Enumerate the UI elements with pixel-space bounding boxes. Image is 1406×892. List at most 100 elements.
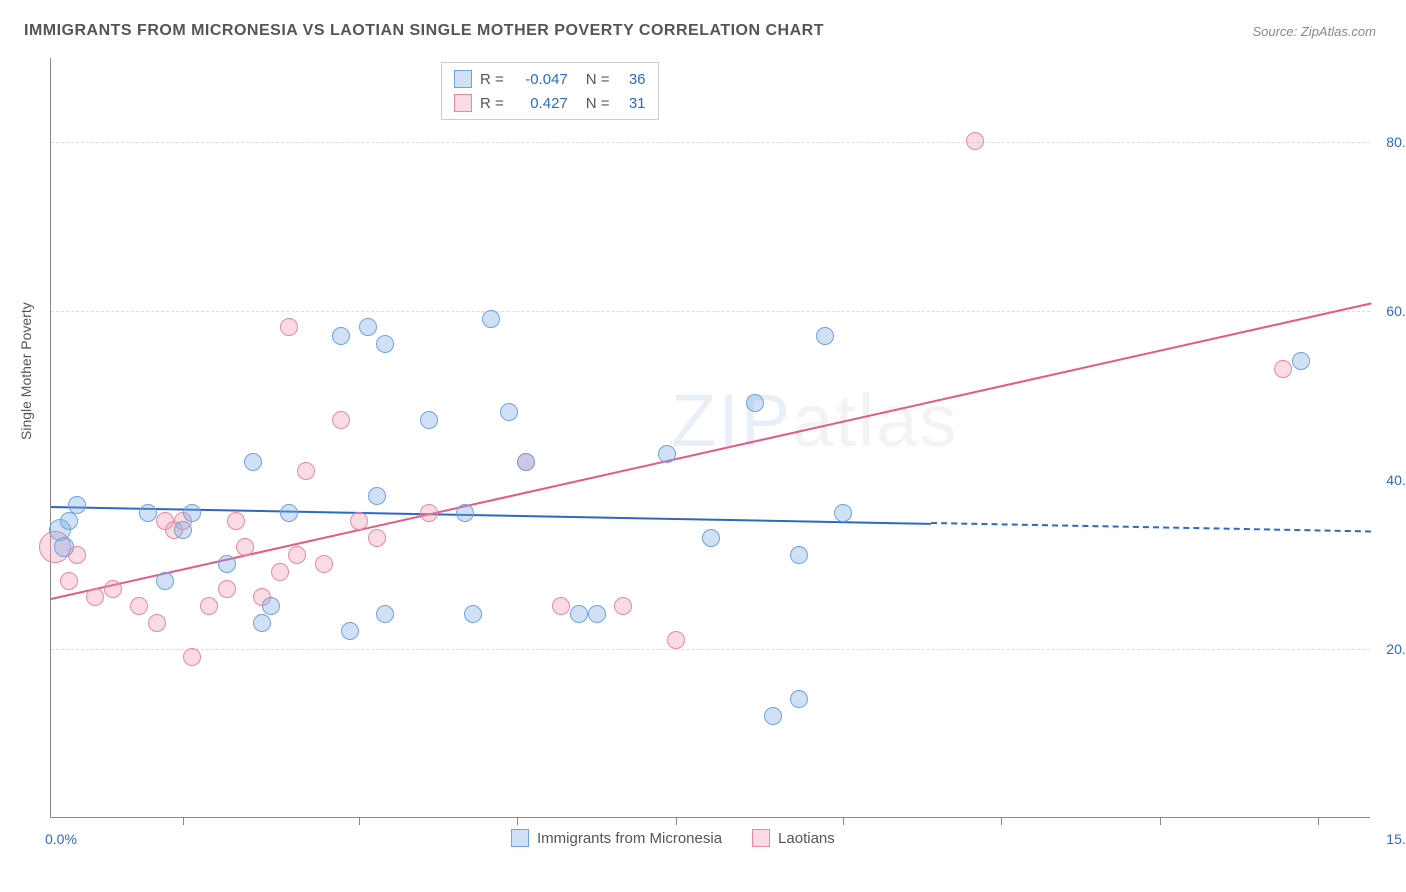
legend-r-label: R = bbox=[480, 71, 504, 88]
point-micronesia bbox=[332, 327, 350, 345]
point-micronesia bbox=[244, 453, 262, 471]
legend-swatch bbox=[454, 70, 472, 88]
point-laotians bbox=[288, 546, 306, 564]
legend-swatch bbox=[454, 94, 472, 112]
point-micronesia bbox=[658, 445, 676, 463]
point-laotians bbox=[218, 580, 236, 598]
chart-title: IMMIGRANTS FROM MICRONESIA VS LAOTIAN SI… bbox=[24, 22, 824, 40]
point-micronesia bbox=[341, 622, 359, 640]
point-micronesia bbox=[517, 453, 535, 471]
trend-line bbox=[51, 303, 1371, 601]
point-micronesia bbox=[482, 310, 500, 328]
watermark-part2: atlas bbox=[792, 379, 958, 462]
gridline-h bbox=[51, 649, 1370, 650]
point-micronesia bbox=[280, 504, 298, 522]
legend-r-value: -0.047 bbox=[512, 71, 568, 88]
point-laotians bbox=[183, 648, 201, 666]
point-micronesia bbox=[218, 555, 236, 573]
legend-series-item: Immigrants from Micronesia bbox=[511, 829, 722, 847]
point-micronesia bbox=[156, 572, 174, 590]
point-micronesia bbox=[54, 537, 74, 557]
point-micronesia bbox=[464, 605, 482, 623]
legend-n-label: N = bbox=[586, 71, 610, 88]
legend-correlation-row: R = 0.427 N = 31 bbox=[454, 91, 646, 115]
y-tick-label: 60.0% bbox=[1386, 303, 1406, 319]
y-axis-label: Single Mother Poverty bbox=[18, 302, 34, 440]
point-laotians bbox=[200, 597, 218, 615]
legend-series: Immigrants from Micronesia Laotians bbox=[511, 829, 835, 847]
trend-line bbox=[931, 522, 1371, 532]
legend-swatch bbox=[752, 829, 770, 847]
point-micronesia bbox=[253, 614, 271, 632]
point-laotians bbox=[271, 563, 289, 581]
legend-correlation: R = -0.047 N = 36 R = 0.427 N = 31 bbox=[441, 62, 659, 120]
point-laotians bbox=[60, 572, 78, 590]
plot-area: ZIPatlas R =-0.047N =36R =0.427N =31 Imm… bbox=[50, 58, 1370, 818]
source-prefix: Source: bbox=[1252, 24, 1300, 39]
x-edge-label-right: 15.0% bbox=[1386, 831, 1406, 847]
watermark-part1: ZIP bbox=[671, 379, 792, 462]
gridline-h bbox=[51, 142, 1370, 143]
x-edge-label-left: 0.0% bbox=[45, 831, 77, 847]
point-laotians bbox=[280, 318, 298, 336]
point-micronesia bbox=[183, 504, 201, 522]
point-micronesia bbox=[764, 707, 782, 725]
x-tick bbox=[1318, 817, 1319, 825]
point-micronesia bbox=[376, 605, 394, 623]
point-micronesia bbox=[68, 496, 86, 514]
point-laotians bbox=[130, 597, 148, 615]
x-tick bbox=[1001, 817, 1002, 825]
point-micronesia bbox=[702, 529, 720, 547]
point-micronesia bbox=[359, 318, 377, 336]
point-micronesia bbox=[588, 605, 606, 623]
point-micronesia bbox=[816, 327, 834, 345]
x-tick bbox=[517, 817, 518, 825]
legend-n-value: 36 bbox=[618, 71, 646, 88]
x-tick bbox=[843, 817, 844, 825]
x-tick bbox=[183, 817, 184, 825]
source-name: ZipAtlas.com bbox=[1301, 24, 1376, 39]
point-micronesia bbox=[262, 597, 280, 615]
point-laotians bbox=[368, 529, 386, 547]
point-micronesia bbox=[60, 512, 78, 530]
y-tick-label: 80.0% bbox=[1386, 134, 1406, 150]
point-micronesia bbox=[834, 504, 852, 522]
point-laotians bbox=[104, 580, 122, 598]
point-micronesia bbox=[420, 411, 438, 429]
point-laotians bbox=[86, 588, 104, 606]
point-laotians bbox=[236, 538, 254, 556]
y-tick-label: 40.0% bbox=[1386, 472, 1406, 488]
legend-n-label: N = bbox=[586, 95, 610, 112]
x-tick bbox=[359, 817, 360, 825]
point-laotians bbox=[966, 132, 984, 150]
point-laotians bbox=[667, 631, 685, 649]
point-micronesia bbox=[1292, 352, 1310, 370]
point-micronesia bbox=[790, 690, 808, 708]
point-laotians bbox=[315, 555, 333, 573]
point-laotians bbox=[227, 512, 245, 530]
x-tick bbox=[1160, 817, 1161, 825]
legend-series-label: Laotians bbox=[778, 830, 835, 847]
point-laotians bbox=[552, 597, 570, 615]
gridline-h bbox=[51, 311, 1370, 312]
point-micronesia bbox=[368, 487, 386, 505]
point-laotians bbox=[148, 614, 166, 632]
point-laotians bbox=[350, 512, 368, 530]
y-tick-label: 20.0% bbox=[1386, 641, 1406, 657]
point-micronesia bbox=[790, 546, 808, 564]
point-micronesia bbox=[500, 403, 518, 421]
point-laotians bbox=[420, 504, 438, 522]
point-micronesia bbox=[376, 335, 394, 353]
legend-r-label: R = bbox=[480, 95, 504, 112]
point-laotians bbox=[1274, 360, 1292, 378]
point-laotians bbox=[297, 462, 315, 480]
legend-n-value: 31 bbox=[618, 95, 646, 112]
legend-r-value: 0.427 bbox=[512, 95, 568, 112]
point-micronesia bbox=[570, 605, 588, 623]
point-laotians bbox=[332, 411, 350, 429]
point-micronesia bbox=[139, 504, 157, 522]
point-micronesia bbox=[456, 504, 474, 522]
legend-correlation-row: R = -0.047 N = 36 bbox=[454, 67, 646, 91]
legend-swatch bbox=[511, 829, 529, 847]
legend-series-item: Laotians bbox=[752, 829, 835, 847]
